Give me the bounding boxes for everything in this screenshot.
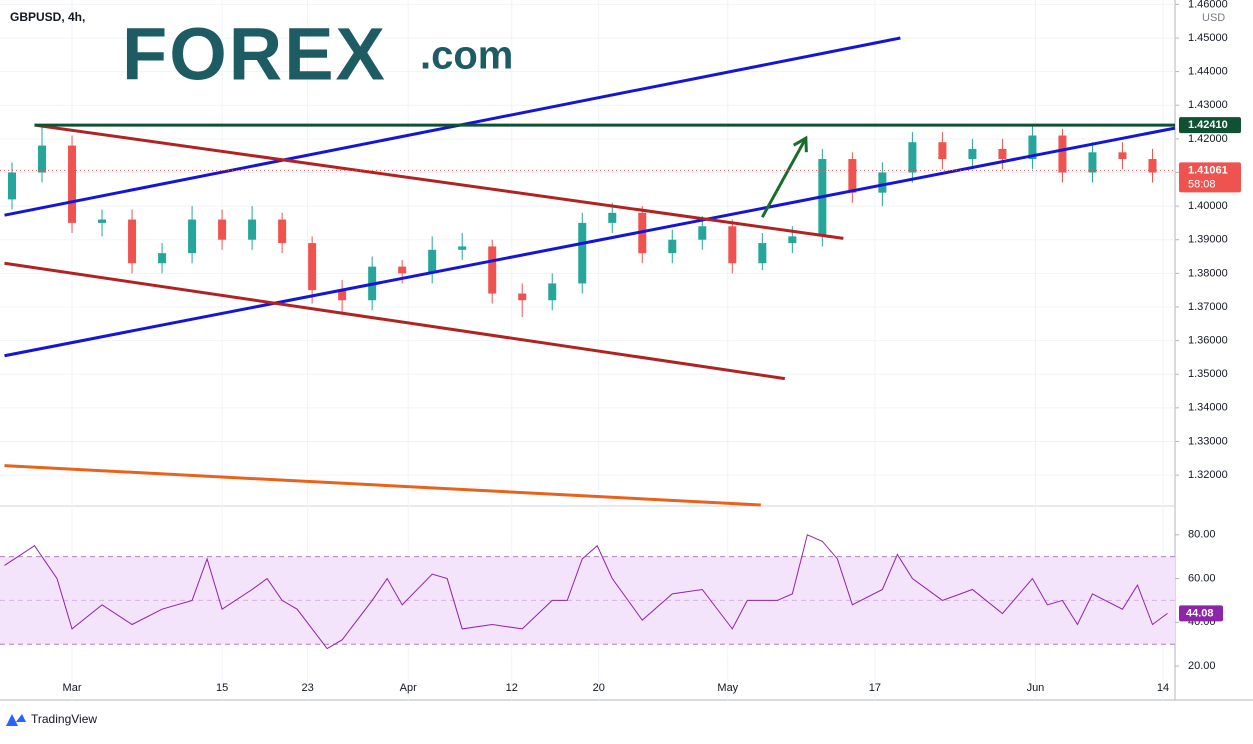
candle-body <box>758 243 767 264</box>
candle-body <box>248 219 257 240</box>
candle-body <box>788 236 797 244</box>
candle-body <box>518 293 527 301</box>
trend-line <box>4 261 786 381</box>
x-tick-label: 14 <box>1157 682 1169 694</box>
y-tick-label: 1.45000 <box>1188 32 1228 44</box>
candle-body <box>1118 152 1127 160</box>
y-tick-label: 80.00 <box>1188 529 1216 541</box>
candle-body <box>878 172 887 193</box>
price-label: 1.41061 <box>1188 164 1228 176</box>
candle-body <box>158 253 167 264</box>
arrow <box>761 137 808 218</box>
candle-body <box>728 226 737 264</box>
y-tick-label: 1.34000 <box>1188 402 1228 414</box>
rsi-pane <box>0 534 1175 650</box>
candle-body <box>608 212 617 223</box>
x-tick-label: Mar <box>63 682 82 694</box>
candle-body <box>578 222 587 284</box>
y-tick-label: 1.32000 <box>1188 469 1228 481</box>
y-tick-label: 1.43000 <box>1188 99 1228 111</box>
price-label: 1.42410 <box>1188 119 1228 131</box>
candle-body <box>98 219 107 223</box>
x-tick-label: 17 <box>869 682 881 694</box>
currency: USD <box>1202 12 1225 24</box>
x-tick-label: 15 <box>216 682 228 694</box>
candle-body <box>128 219 137 264</box>
y-tick-label: 60.00 <box>1188 572 1216 584</box>
y-tick-label: 1.38000 <box>1188 267 1228 279</box>
candle-body <box>308 243 317 291</box>
candle-body <box>968 148 977 160</box>
y-tick-label: 1.35000 <box>1188 368 1228 380</box>
y-tick-label: 1.40000 <box>1188 200 1228 212</box>
rsi-line <box>4 534 1168 650</box>
rsi-last-box <box>1179 605 1223 622</box>
candle-body <box>68 145 77 223</box>
candle-body <box>548 283 557 301</box>
candle-body <box>1148 159 1157 173</box>
candle-body <box>278 219 287 244</box>
candle-body <box>488 246 497 294</box>
candle-body <box>188 219 197 254</box>
x-tick-label: 20 <box>593 682 605 694</box>
rsi-last-label: 44.08 <box>1186 607 1214 619</box>
candle-body <box>1028 135 1037 160</box>
x-tick-label: 12 <box>506 682 518 694</box>
tradingview-icon <box>6 714 26 726</box>
arrow-head <box>792 135 808 153</box>
symbol: GBPUSD, 4h, <box>10 10 85 24</box>
candle-body <box>938 142 947 160</box>
axes: Mar 15 23 Apr 12 20 May 17 Jun 14 1.32000 1.33000 1.… <box>63 0 1241 694</box>
x-tick-label: 23 <box>302 682 314 694</box>
candle-body <box>338 290 347 301</box>
y-tick-label: 1.37000 <box>1188 301 1228 313</box>
trend-line <box>4 464 761 507</box>
logo-suffix: .com <box>420 34 513 78</box>
y-tick-label: 1.44000 <box>1188 66 1228 78</box>
candle-body <box>1058 135 1067 173</box>
candle-body <box>848 159 857 193</box>
trend-line <box>34 123 844 240</box>
x-tick-label: Apr <box>400 682 417 694</box>
x-tick-label: May <box>717 682 738 694</box>
candle-body <box>908 142 917 173</box>
candle-body <box>398 266 407 274</box>
y-tick-label: 1.42000 <box>1188 133 1228 145</box>
price-pane <box>0 36 1176 507</box>
candle-body <box>698 226 707 240</box>
trend-line <box>4 126 1176 358</box>
trend-line <box>4 36 901 217</box>
price-label-box <box>1179 117 1241 134</box>
candle-body <box>1088 152 1097 173</box>
logo-brand: FOREX <box>122 13 387 96</box>
footer: TradingView <box>31 712 97 726</box>
y-tick-label: 1.39000 <box>1188 234 1228 246</box>
x-tick-label: Jun <box>1027 682 1045 694</box>
candle-body <box>218 219 227 240</box>
candle-body <box>668 239 677 254</box>
y-tick-label: 1.36000 <box>1188 334 1228 346</box>
candle-body <box>38 145 47 173</box>
candle-body <box>8 172 17 200</box>
price-label-box <box>1179 162 1241 193</box>
y-tick-label: 20.00 <box>1188 660 1216 672</box>
y-tick-label: 1.33000 <box>1188 435 1228 447</box>
countdown: 58:08 <box>1188 178 1216 190</box>
candle-body <box>998 148 1007 160</box>
y-tick-label: 1.46000 <box>1188 0 1228 10</box>
candle-body <box>458 246 467 250</box>
candle-body <box>428 249 437 274</box>
